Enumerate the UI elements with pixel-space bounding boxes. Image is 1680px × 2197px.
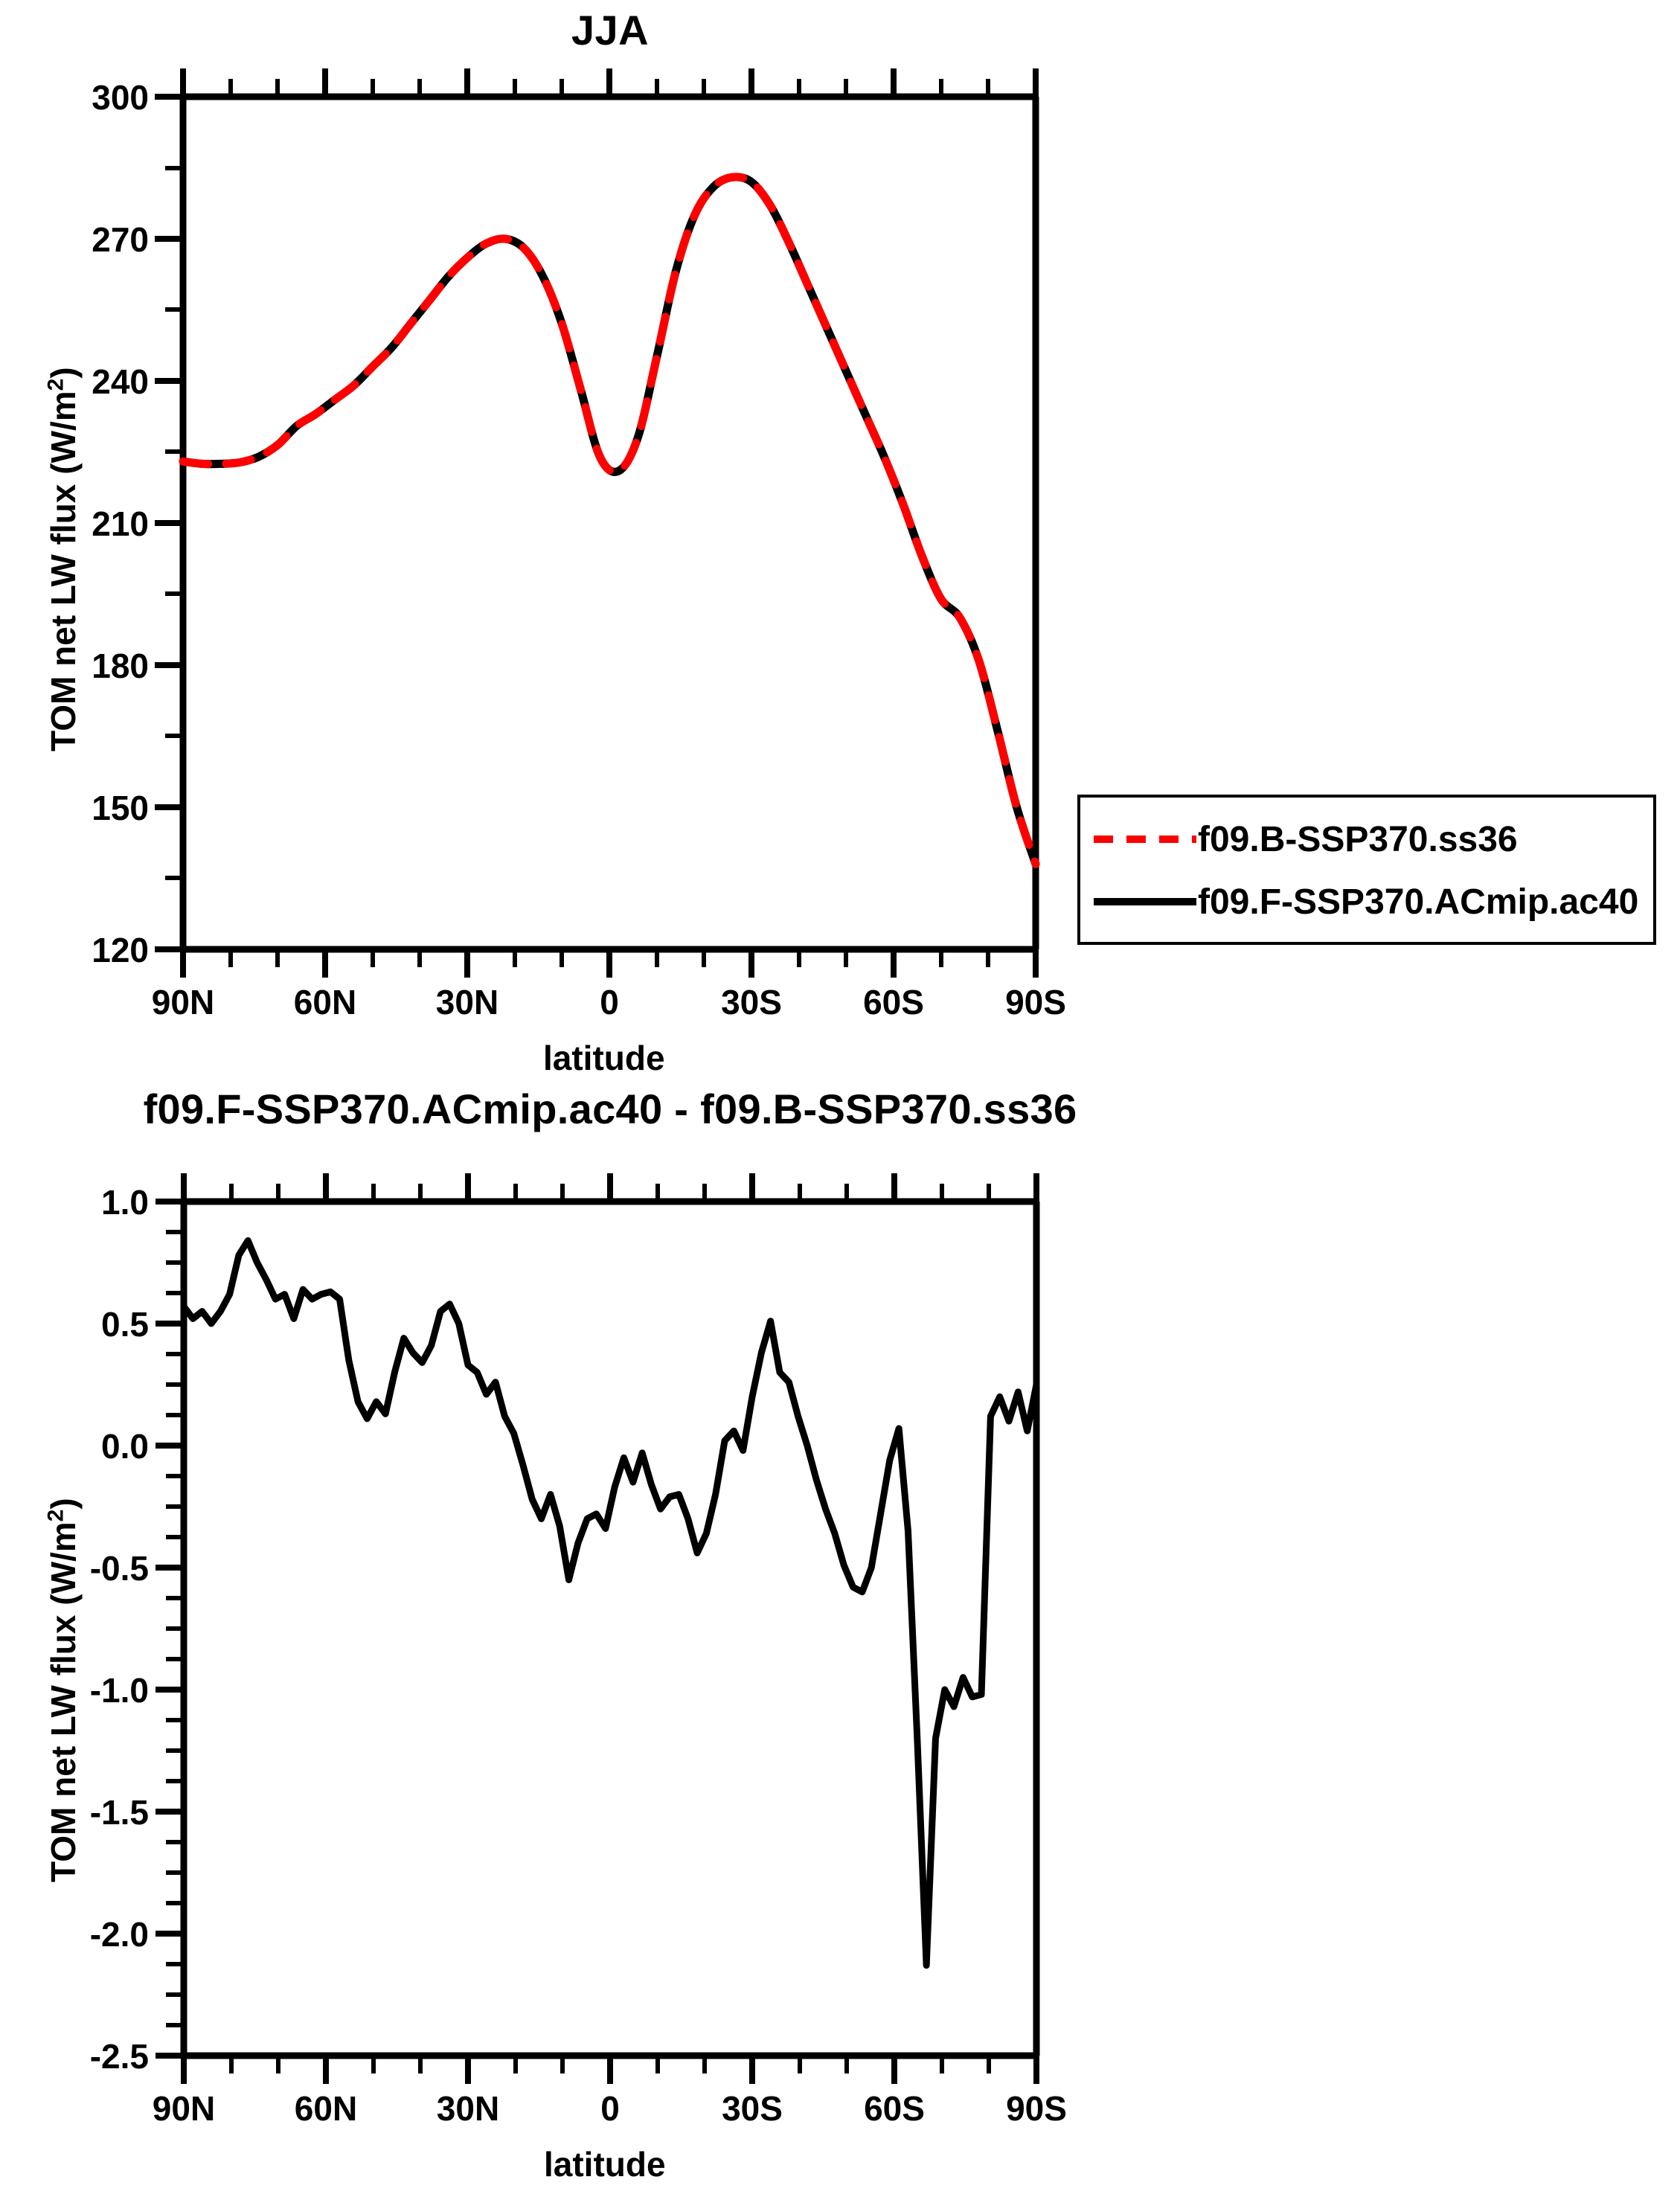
legend-label-1: f09.F-SSP370.ACmip.ac40	[1198, 882, 1639, 922]
bottom-xtick-0: 0	[600, 2089, 620, 2128]
top-xtick-30S: 30S	[721, 983, 782, 1021]
top-series-line-red	[179, 173, 1040, 868]
top-ytick-120: 120	[92, 931, 149, 969]
legend-label-0: f09.B-SSP370.ss36	[1198, 819, 1518, 859]
bottom-ytick-0.0: 0.0	[101, 1427, 149, 1466]
top-ytick-150: 150	[92, 789, 149, 827]
top-panel-x-minor-ticks	[228, 79, 990, 967]
bottom-panel-axes-frame	[180, 1198, 1040, 2059]
legend-entry-1: f09.F-SSP370.ACmip.ac40	[1080, 870, 1653, 933]
bottom-panel-y-major-ticks	[156, 1199, 184, 2059]
top-xtick-60N: 60N	[293, 983, 357, 1021]
bottom-ytick-1.0: 1.0	[101, 1183, 149, 1222]
legend: f09.B-SSP370.ss36 f09.F-SSP370.ACmip.ac4…	[1077, 795, 1656, 945]
bottom-series-line	[180, 1237, 1040, 1969]
top-panel-x-axis-label: latitude	[543, 1039, 665, 1077]
top-xtick-60S: 60S	[863, 983, 924, 1021]
bottom-xtick-30S: 30S	[722, 2089, 783, 2128]
top-panel-x-major-ticks	[180, 68, 1039, 978]
bottom-panel-x-major-ticks	[181, 1173, 1039, 2084]
top-ytick-240: 240	[92, 362, 149, 401]
bottom-panel-x-minor-ticks	[229, 1184, 991, 2073]
legend-entry-0: f09.B-SSP370.ss36	[1080, 808, 1653, 870]
top-panel-y-minor-ticks	[165, 166, 183, 880]
bottom-xtick-60S: 60S	[864, 2089, 925, 2128]
top-ytick-180: 180	[92, 647, 149, 685]
bottom-panel-x-axis-label: latitude	[544, 2145, 666, 2184]
bottom-ytick--2.5: -2.5	[89, 2037, 149, 2076]
legend-swatch-solid-black-icon	[1094, 898, 1196, 905]
bottom-ytick--1.0: -1.0	[89, 1671, 149, 1710]
top-xtick-30N: 30N	[435, 983, 499, 1021]
bottom-ytick--0.5: -0.5	[89, 1549, 149, 1588]
bottom-panel-title: f09.F-SSP370.ACmip.ac40 - f09.B-SSP370.s…	[143, 1085, 1077, 1132]
legend-swatch-dashed-red-icon	[1094, 835, 1196, 843]
top-xtick-0: 0	[600, 983, 619, 1021]
top-xtick-90N: 90N	[151, 983, 215, 1021]
top-ytick-270: 270	[92, 220, 149, 259]
bottom-xtick-30N: 30N	[436, 2089, 500, 2128]
bottom-xtick-90S: 90S	[1006, 2089, 1067, 2128]
bottom-ytick--1.5: -1.5	[89, 1793, 149, 1832]
top-panel-title: JJA	[571, 7, 650, 54]
bottom-xtick-60N: 60N	[294, 2089, 358, 2128]
top-xtick-90S: 90S	[1005, 983, 1066, 1021]
bottom-xtick-90N: 90N	[152, 2089, 216, 2128]
bottom-panel-y-minor-ticks	[166, 1230, 184, 2027]
bottom-ytick-0.5: 0.5	[101, 1305, 149, 1344]
bottom-ytick--2.0: -2.0	[89, 1915, 149, 1954]
top-ytick-210: 210	[92, 504, 149, 543]
top-panel-y-major-ticks	[155, 94, 183, 952]
top-ytick-300: 300	[92, 78, 149, 117]
